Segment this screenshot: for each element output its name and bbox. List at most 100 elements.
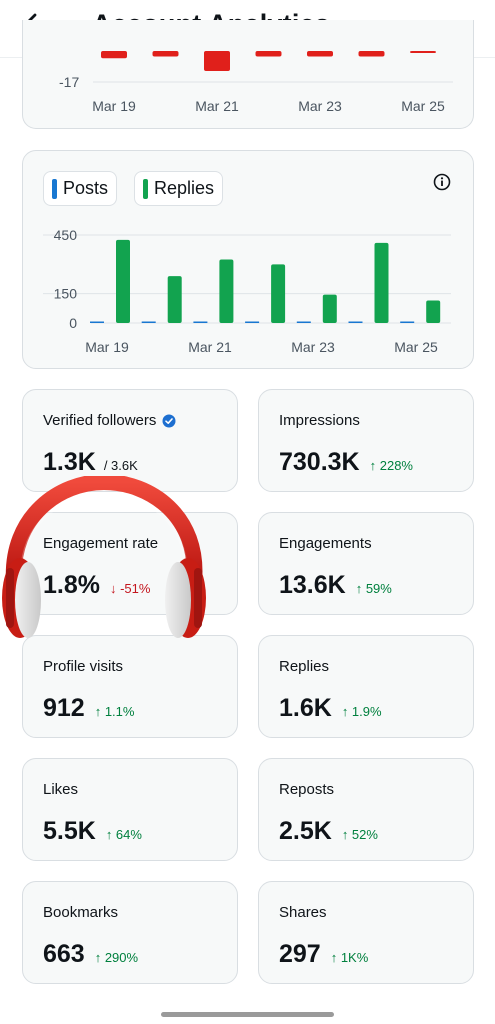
delta-up-badge: ↑ 64% (105, 827, 142, 842)
stat-card-bookmarks[interactable]: Bookmarks 663 ↑ 290% (22, 881, 238, 984)
legend-posts[interactable]: Posts (43, 171, 118, 206)
x-tick-label: Mar 23 (291, 339, 335, 355)
negative-bar (101, 51, 127, 59)
y-tick-label: 0 (69, 315, 77, 331)
replies-bar (219, 259, 234, 323)
stat-value: 663 (43, 940, 85, 968)
stat-card-shares[interactable]: Shares 297 ↑ 1K% (258, 881, 474, 984)
negative-chart-card: -17 Mar 19 Mar 21 Mar 23 Mar 25 (22, 20, 474, 129)
delta-up-badge: ↑ 290% (94, 950, 139, 965)
stat-label-text: Profile visits (43, 658, 124, 675)
stat-card-verified-followers[interactable]: Verified followers 1.3K / 3.6K (22, 389, 238, 492)
posts-replies-chart-card: Posts Replies 450 150 0 Mar 19 Mar 21 Mar 23 M… (22, 150, 474, 369)
verified-badge-icon (162, 414, 176, 427)
stat-label: Engagements (279, 535, 372, 552)
posts-bar (348, 321, 363, 323)
stat-value-row: 730.3K ↑ 228% (279, 448, 413, 477)
stat-value-row: 1.6K ↑ 1.9% (279, 694, 382, 723)
legend-replies-label: Replies (154, 178, 215, 198)
stat-value-row: 2.5K ↑ 52% (279, 817, 378, 846)
home-indicator[interactable] (161, 1012, 334, 1017)
stat-label-text: Impressions (279, 412, 360, 429)
stat-card-profile-visits[interactable]: Profile visits 912 ↑ 1.1% (22, 635, 238, 738)
stat-card-engagements[interactable]: Engagements 13.6K ↑ 59% (258, 512, 474, 615)
delta-up-badge: ↑ 228% (369, 458, 413, 473)
replies-bar (271, 264, 286, 323)
x-tick-label: Mar 25 (401, 98, 445, 114)
negative-bar (152, 51, 179, 57)
stat-value-row: 13.6K ↑ 59% (279, 571, 392, 600)
stat-label: Likes (43, 781, 78, 798)
x-tick-label: Mar 21 (195, 98, 239, 114)
posts-bar (193, 321, 208, 323)
stat-label-text: Bookmarks (43, 904, 119, 921)
stat-label-text: Engagement rate (43, 535, 159, 552)
stat-label: Verified followers (43, 412, 176, 429)
stat-value: 730.3K (279, 448, 360, 476)
negative-bar (358, 51, 385, 57)
x-tick-label: Mar 25 (394, 339, 438, 355)
legend-posts-label: Posts (63, 178, 109, 198)
delta-up-badge: ↑ 1.1% (94, 704, 135, 719)
stat-value: 1.6K (279, 694, 332, 722)
stat-card-engagement-rate[interactable]: Engagement rate 1.8% ↓ -51% (22, 512, 238, 615)
delta-down-badge: ↓ -51% (109, 581, 151, 596)
delta-up-badge: ↑ 59% (355, 581, 392, 596)
delta-up-badge: ↑ 52% (341, 827, 378, 842)
stat-value: 1.8% (43, 571, 100, 599)
stat-label: Engagement rate (43, 535, 158, 552)
stat-label: Reposts (279, 781, 334, 798)
stat-card-reposts[interactable]: Reposts 2.5K ↑ 52% (258, 758, 474, 861)
stat-label: Bookmarks (43, 904, 118, 921)
stat-value: 1.3K (43, 448, 96, 476)
negative-bar (255, 51, 282, 57)
x-tick-label: Mar 19 (92, 98, 136, 114)
stat-value-row: 1.8% ↓ -51% (43, 571, 150, 600)
posts-swatch (52, 178, 57, 199)
stat-label-text: Engagements (279, 535, 372, 552)
stat-label: Profile visits (43, 658, 123, 675)
y-tick-label: 450 (54, 227, 78, 243)
stat-card-replies[interactable]: Replies 1.6K ↑ 1.9% (258, 635, 474, 738)
replies-swatch (143, 178, 148, 199)
stat-label: Impressions (279, 412, 360, 429)
posts-bar (400, 321, 415, 323)
stat-card-likes[interactable]: Likes 5.5K ↑ 64% (22, 758, 238, 861)
stat-value-row: 663 ↑ 290% (43, 940, 138, 969)
posts-replies-bar-chart: 450 150 0 Mar 19 Mar 21 Mar 23 Mar 25 (43, 227, 451, 355)
stat-value-row: 912 ↑ 1.1% (43, 694, 134, 723)
stat-value: 912 (43, 694, 85, 722)
stat-value: 13.6K (279, 571, 346, 599)
y-tick-label: 150 (54, 286, 78, 302)
stat-value-row: 297 ↑ 1K% (279, 940, 368, 969)
stat-value-row: 1.3K / 3.6K (43, 448, 138, 477)
negative-bar (410, 51, 436, 53)
negative-bar (307, 51, 333, 57)
y-tick-label: -17 (59, 74, 79, 90)
stat-label-text: Verified followers (43, 412, 157, 429)
posts-bar (296, 321, 311, 323)
stat-label: Replies (279, 658, 329, 675)
x-tick-label: Mar 21 (188, 339, 232, 355)
stat-total: / 3.6K (103, 458, 138, 473)
x-tick-label: Mar 23 (298, 98, 342, 114)
delta-up-badge: ↑ 1K% (330, 950, 369, 965)
stat-value-row: 5.5K ↑ 64% (43, 817, 142, 846)
stat-label-text: Likes (43, 781, 79, 798)
replies-bar (426, 300, 441, 323)
negative-bar-chart: -17 Mar 19 Mar 21 Mar 23 Mar 25 (59, 51, 453, 114)
stat-value: 5.5K (43, 817, 96, 845)
info-icon[interactable] (433, 173, 451, 191)
x-tick-label: Mar 19 (85, 339, 129, 355)
posts-bar (141, 321, 156, 323)
delta-up-badge: ↑ 1.9% (341, 704, 382, 719)
stat-label: Shares (279, 904, 327, 921)
stat-label-text: Shares (279, 904, 327, 921)
replies-bar (167, 276, 182, 323)
stat-value: 297 (279, 940, 321, 968)
legend-replies[interactable]: Replies (134, 171, 224, 206)
negative-bar (204, 51, 230, 72)
replies-bar (116, 239, 130, 323)
stat-card-impressions[interactable]: Impressions 730.3K ↑ 228% (258, 389, 474, 492)
stat-label-text: Replies (279, 658, 330, 675)
